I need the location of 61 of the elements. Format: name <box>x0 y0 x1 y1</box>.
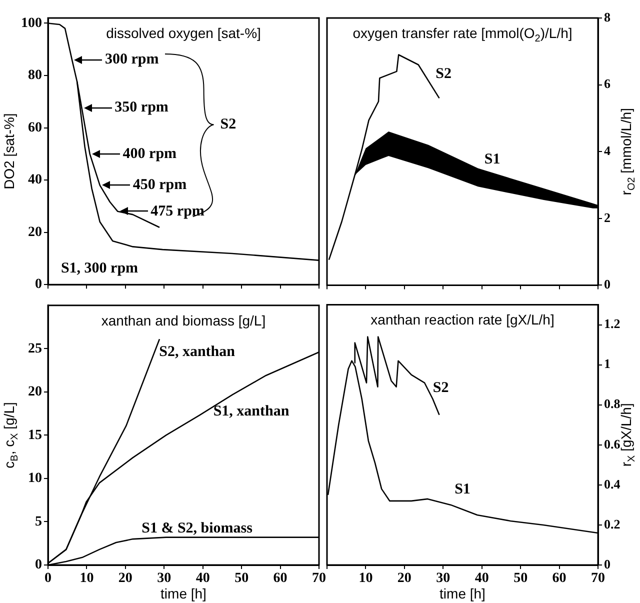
y2-tick-label: 0.6 <box>604 436 621 452</box>
x-tick-label: 70 <box>591 571 605 586</box>
x-tick-label: 40 <box>196 571 210 586</box>
annotation: 300 rpm <box>105 52 160 68</box>
y-tick-label: 0 <box>35 277 42 292</box>
x-tick-label: 50 <box>234 571 249 586</box>
y2-tick-label: 0 <box>604 276 610 292</box>
text: xanthan and biomass [g/L] <box>101 312 266 328</box>
series-label: S2, xanthan <box>159 344 236 360</box>
y2-axis-title: rO2 [mmol/L/h] <box>618 108 638 196</box>
y-axis-title: DO2 [sat-%] <box>0 113 17 190</box>
y2-tick-label: 0.4 <box>604 476 621 492</box>
y2-tick-label: 0.2 <box>604 516 620 532</box>
x-tick-label: 60 <box>273 571 288 586</box>
y-tick-label: 60 <box>28 120 42 136</box>
series-label: S1, 300 rpm <box>60 260 139 276</box>
x-tick-label: 30 <box>157 571 172 586</box>
y-axis-title: cB, cX [g/L] <box>0 402 21 468</box>
x-tick-label: 10 <box>80 571 94 586</box>
x-tick-label: 20 <box>397 571 412 586</box>
y-tick-label: 15 <box>28 428 42 443</box>
y-tick-label: 5 <box>35 514 42 530</box>
text: dissolved oxygen [sat-%] <box>106 24 261 41</box>
y-tick-label: 80 <box>28 68 42 84</box>
series-label: S1 <box>484 151 500 168</box>
y2-tick-label: 4 <box>604 142 611 158</box>
x-tick-label: 60 <box>552 571 566 586</box>
y-tick-label: 25 <box>28 341 42 356</box>
annotation: 475 rpm <box>150 203 205 220</box>
x-tick-label: 70 <box>312 571 326 586</box>
y2-tick-label: 0 <box>604 556 610 572</box>
annotation: 400 rpm <box>122 146 178 162</box>
y-tick-label: 40 <box>28 172 42 188</box>
series-label: S1 <box>454 481 470 498</box>
y2-tick-label: 1 <box>604 356 610 372</box>
x-tick-label: 50 <box>514 571 528 586</box>
series-label: S1 & S2, biomass <box>142 520 253 537</box>
x-tick-label: 0 <box>44 571 52 586</box>
x-tick-label: 10 <box>358 571 373 586</box>
y-tick-label: 20 <box>28 384 42 400</box>
y-tick-label: 0 <box>35 558 42 573</box>
y2-tick-label: 1.2 <box>604 316 620 332</box>
x-tick-label: 20 <box>118 571 132 586</box>
series-label: S2 <box>432 380 449 396</box>
x-tick-label: 30 <box>436 571 450 586</box>
x-axis-title: time [h] <box>160 585 206 602</box>
x-axis-title: time [h] <box>440 585 486 602</box>
annotation: 350 rpm <box>114 100 169 116</box>
y-tick-label: 20 <box>28 224 42 240</box>
series-label: S2 <box>436 66 452 82</box>
y-tick-label: 10 <box>28 471 42 486</box>
y2-tick-label: 6 <box>604 76 611 92</box>
y2-tick-label: 8 <box>604 9 611 24</box>
y2-tick-label: 2 <box>604 210 610 225</box>
y-tick-label: 100 <box>21 16 42 31</box>
text: xanthan reaction rate [gX/L/h] <box>370 312 554 328</box>
x-tick-label: 40 <box>474 571 489 586</box>
annotation: 450 rpm <box>132 177 188 194</box>
y2-tick-label: 0.8 <box>604 396 621 412</box>
annotation: S2 <box>220 116 236 133</box>
series-label: S1, xanthan <box>213 404 290 420</box>
